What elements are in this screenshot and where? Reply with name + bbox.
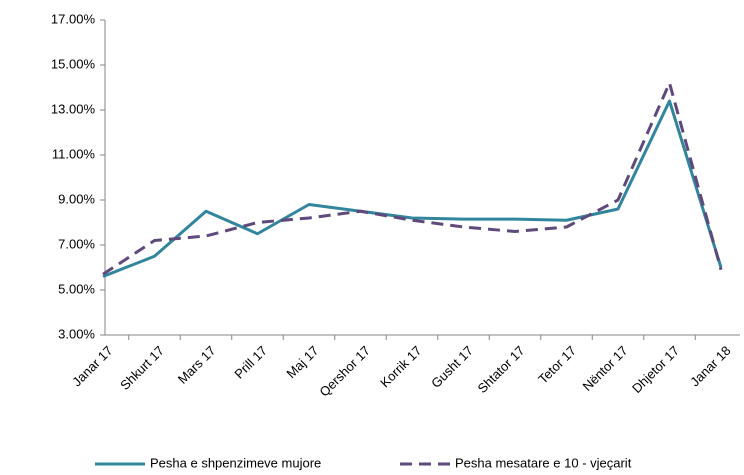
y-tick-label: 17.00% — [51, 11, 96, 26]
y-tick-label: 15.00% — [51, 56, 96, 71]
x-tick-label: Tetor 17 — [535, 343, 579, 387]
x-tick-label: Shkurt 17 — [117, 343, 167, 393]
x-tick-label: Maj 17 — [283, 343, 321, 381]
y-tick-label: 9.00% — [58, 191, 95, 206]
legend-label: Pesha mesatare e 10 - vjeçarit — [455, 455, 632, 470]
y-tick-label: 5.00% — [58, 281, 95, 296]
x-tick-label: Janar 18 — [687, 343, 733, 389]
legend-label: Pesha e shpenzimeve mujore — [150, 455, 321, 470]
x-tick-label: Janar 17 — [69, 343, 115, 389]
x-tick-label: Nëntor 17 — [580, 343, 631, 394]
series-line — [102, 81, 723, 276]
y-tick-label: 7.00% — [58, 236, 95, 251]
x-tick-label: Gusht 17 — [428, 343, 476, 391]
x-tick-label: Korrik 17 — [377, 343, 424, 390]
x-tick-label: Prill 17 — [231, 343, 270, 382]
x-tick-label: Qershor 17 — [316, 343, 373, 400]
x-tick-label: Mars 17 — [175, 343, 219, 387]
x-tick-label: Dhjetor 17 — [629, 343, 682, 396]
y-tick-label: 13.00% — [51, 101, 96, 116]
x-tick-label: Shtator 17 — [475, 343, 528, 396]
y-tick-label: 11.00% — [52, 146, 96, 161]
series-line — [102, 99, 723, 278]
y-tick-label: 3.00% — [58, 326, 95, 341]
